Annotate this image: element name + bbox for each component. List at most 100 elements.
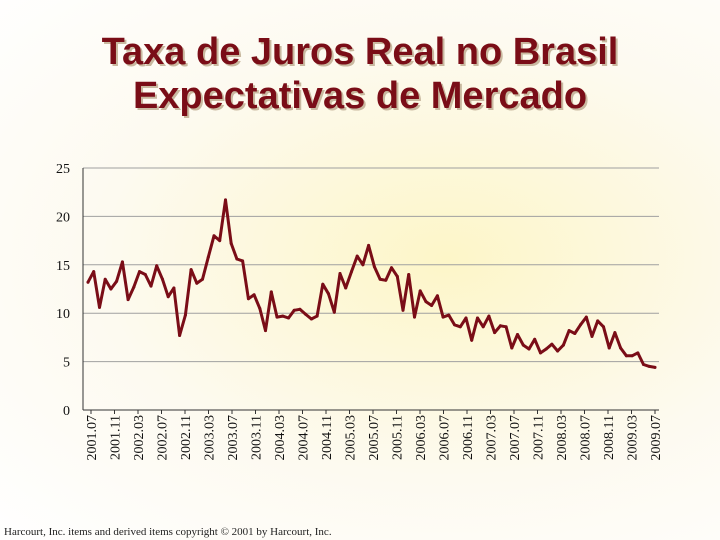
data-point [579,323,582,327]
data-point [206,255,210,259]
data-point [275,315,279,319]
data-point [441,315,445,319]
data-point [653,365,657,369]
x-tick-label: 2002.11 [179,415,194,460]
data-point [510,346,514,350]
data-point [602,325,605,329]
data-point [413,315,416,319]
data-point [424,300,428,304]
data-point [332,310,336,314]
data-point [212,234,216,238]
data-point [516,333,519,336]
data-point [464,316,468,320]
x-tick-label: 2009.03 [626,415,641,461]
data-point [607,346,611,350]
data-point [355,254,359,258]
data-point [241,259,245,263]
data-point [258,306,262,310]
data-point [390,266,393,270]
data-point [86,280,90,284]
data-point [573,332,577,335]
data-point [327,292,330,296]
data-point [527,347,531,351]
data-point [567,329,571,333]
x-tick-label: 2005.11 [391,415,406,460]
data-point [533,337,537,341]
data-point [539,351,542,355]
data-point [550,342,554,346]
x-tick-label: 2004.07 [297,415,312,461]
chart-title: Taxa de Juros Real no Brasil Expectativa… [0,30,720,118]
title-line-1: Taxa de Juros Real no Brasil [101,31,619,73]
data-point [481,325,485,329]
data-point [189,268,193,272]
x-tick-label: 2003.11 [250,415,265,460]
data-point [292,308,296,312]
y-tick-label: 15 [56,259,70,274]
data-point [103,277,107,281]
data-point [596,319,600,323]
x-tick-label: 2007.11 [532,415,547,460]
x-tick-label: 2002.03 [132,415,147,461]
x-tick-label: 2004.11 [320,415,335,460]
data-point [309,317,313,321]
data-point [647,364,651,368]
data-point [321,282,325,286]
data-point [458,325,462,329]
data-point [561,343,565,347]
data-point [344,286,348,290]
data-point [395,274,399,278]
data-point [619,346,623,350]
data-point [149,284,153,288]
data-point [246,297,250,301]
y-tick-label: 25 [56,162,70,177]
x-tick-label: 2006.03 [414,415,429,461]
data-point [504,325,508,329]
data-point [195,281,199,285]
data-point [92,270,96,274]
data-point [218,239,222,243]
data-point [143,273,147,276]
data-point [304,312,308,316]
x-tick-label: 2005.03 [344,415,359,461]
x-tick-label: 2008.03 [555,415,570,461]
y-tick-label: 5 [63,356,70,371]
data-point [384,278,388,282]
x-tick-label: 2003.07 [226,415,241,461]
data-point [155,264,159,268]
data-point [298,307,302,311]
x-tick-label: 2003.03 [203,415,218,461]
data-point [264,329,267,333]
data-point [613,331,617,335]
data-point [401,308,405,312]
data-point [178,334,182,337]
x-tick-label: 2008.11 [602,415,617,460]
data-point [201,277,204,281]
data-point [476,316,479,320]
data-point [138,270,141,274]
data-point [470,338,474,342]
data-point [224,198,227,202]
y-tick-label: 0 [63,404,70,419]
data-point [115,279,119,283]
data-point [642,363,645,366]
data-point [361,263,365,267]
data-point [166,295,170,299]
data-point [556,349,560,353]
data-point [636,351,640,355]
data-point [493,331,497,335]
data-point [407,273,411,276]
data-point [453,323,456,327]
data-point [315,314,319,318]
data-point [521,343,525,347]
data-point [544,347,548,351]
data-point [590,334,594,338]
y-tick-label: 20 [56,210,70,225]
data-point [281,314,285,318]
data-point [172,286,176,290]
data-point [161,277,164,281]
data-point [378,277,382,281]
data-point [338,272,342,275]
x-tick-label: 2002.07 [156,415,171,461]
